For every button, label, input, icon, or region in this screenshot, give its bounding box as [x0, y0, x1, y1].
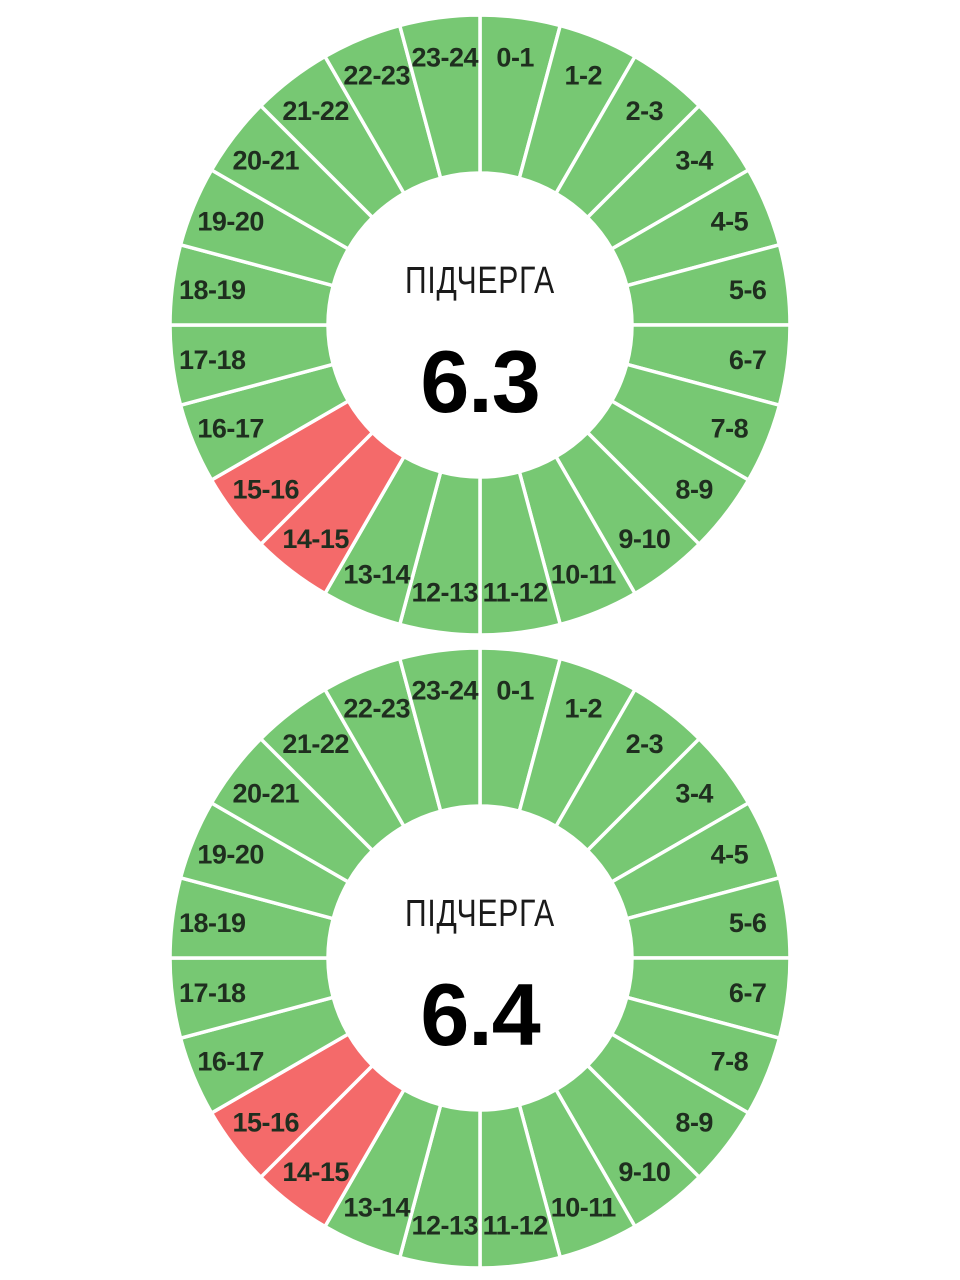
- segment-label: 2-3: [626, 729, 664, 759]
- segment-label: 23-24: [412, 675, 479, 705]
- segment-label: 10-11: [551, 1192, 617, 1222]
- center-title: ПІДЧЕРГА: [405, 260, 555, 302]
- segment-label: 12-13: [412, 1211, 479, 1241]
- segment-label: 14-15: [282, 524, 349, 554]
- segment-label: 23-24: [412, 42, 479, 72]
- segment-label: 7-8: [711, 1046, 749, 1076]
- segment-label: 21-22: [282, 729, 349, 759]
- segment-label: 8-9: [675, 474, 713, 504]
- segment-label: 10-11: [551, 559, 617, 589]
- segment-label: 13-14: [343, 1192, 410, 1222]
- segment-label: 20-21: [233, 146, 300, 176]
- segment-label: 5-6: [729, 275, 767, 305]
- segment-label: 16-17: [197, 1046, 264, 1076]
- segment-label: 14-15: [282, 1157, 349, 1187]
- segment-label: 11-12: [483, 1211, 548, 1241]
- segment-label: 12-13: [412, 578, 479, 608]
- segment-23-24: [397, 646, 482, 814]
- segment-label: 3-4: [675, 779, 713, 809]
- segment-label: 16-17: [197, 413, 264, 443]
- segment-label: 17-18: [179, 345, 246, 375]
- segment-label: 22-23: [343, 694, 410, 724]
- segment-label: 7-8: [711, 413, 749, 443]
- segment-label: 5-6: [729, 908, 767, 938]
- segment-label: 8-9: [675, 1107, 713, 1137]
- segment-label: 3-4: [675, 146, 713, 176]
- segment-label: 6-7: [729, 345, 767, 375]
- segment-label: 18-19: [179, 275, 246, 305]
- segment-label: 17-18: [179, 978, 246, 1008]
- center-title: ПІДЧЕРГА: [405, 893, 555, 935]
- segment-label: 0-1: [496, 675, 534, 705]
- donut-chart-6-3: 0-1 1-2 2-3 3-4 4-5 5-6 6-7 7-8 8-99-1010-1111-1…: [168, 13, 792, 637]
- segment-label: 11-12: [483, 578, 548, 608]
- segment-label: 19-20: [197, 207, 264, 237]
- segment-label: 4-5: [711, 207, 749, 237]
- segment-label: 1-2: [565, 694, 603, 724]
- segment-label: 0-1: [496, 42, 534, 72]
- segment-label: 21-22: [282, 96, 349, 126]
- segment-label: 20-21: [233, 779, 300, 809]
- segment-label: 2-3: [626, 96, 664, 126]
- segment-label: 22-23: [343, 61, 410, 91]
- segment-label: 19-20: [197, 840, 264, 870]
- segment-label: 18-19: [179, 908, 246, 938]
- segment-label: 9-10: [618, 1157, 670, 1187]
- segment-label: 1-2: [565, 61, 603, 91]
- donut-chart-6-4: 0-1 1-2 2-3 3-4 4-5 5-6 6-7 7-8 8-99-1010-1111-1…: [168, 646, 792, 1270]
- segment-label: 9-10: [618, 524, 670, 554]
- segment-label: 4-5: [711, 840, 749, 870]
- segment-23-24: [397, 13, 482, 181]
- segment-label: 15-16: [233, 1107, 300, 1137]
- segment-label: 6-7: [729, 978, 767, 1008]
- segment-label: 13-14: [343, 559, 410, 589]
- segment-label: 15-16: [233, 474, 300, 504]
- center-value: 6.4: [420, 965, 540, 1064]
- center-value: 6.3: [420, 332, 539, 431]
